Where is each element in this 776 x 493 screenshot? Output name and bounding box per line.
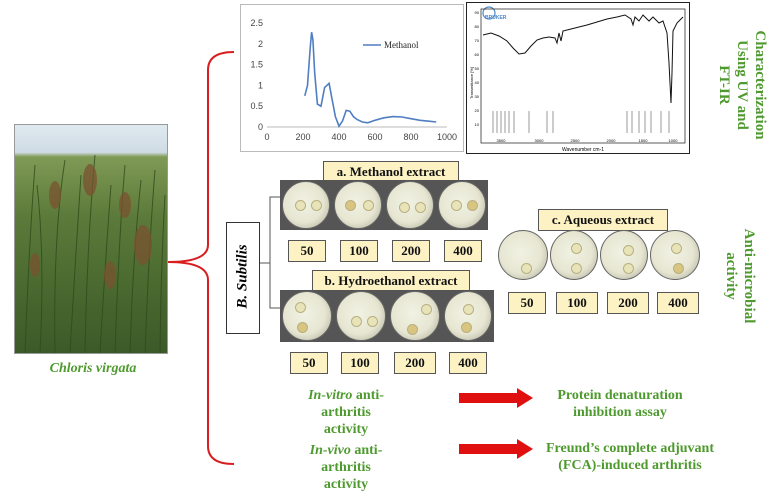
- characterization-line-3: FT-IR: [716, 65, 732, 105]
- ftir-x-tick-4: 1500: [639, 138, 649, 143]
- grass-illustration: [24, 154, 166, 353]
- methanol-plate-200: [386, 181, 434, 229]
- ftir-y-tick-8: 10: [475, 122, 480, 127]
- aqueous-conc-50: 50: [508, 292, 546, 314]
- invitro-result-1: Protein denaturation: [557, 388, 683, 403]
- characterization-line-1: Characterization: [752, 30, 768, 140]
- uv-x-tick-4: 800: [403, 132, 418, 142]
- aqueous-plate-50: [498, 230, 548, 280]
- ftir-xlabel: Wavenumber cm-1: [562, 147, 604, 153]
- invivo-label: In-vivo anti-arthritis activity: [286, 442, 406, 493]
- aqueous-plate-100: [550, 230, 598, 280]
- hydroethanol-conc-200: 200: [394, 352, 436, 374]
- invitro-prefix: In-vitro: [308, 388, 353, 403]
- invitro-arrow-head: [517, 388, 533, 408]
- hydroethanol-plate-200: [390, 291, 440, 341]
- invivo-prefix: In-vivo: [309, 443, 351, 458]
- methanol-plates: [280, 180, 488, 230]
- antimicrobial-label: Anti-microbial activity: [722, 221, 758, 331]
- ftir-y-tick-6: 30: [475, 94, 480, 99]
- methanol-plate-100: [334, 181, 382, 229]
- hydroethanol-extract-title: b. Hydroethanol extract: [312, 270, 470, 292]
- uv-y-tick-4: 2: [258, 39, 263, 49]
- ftir-trace: [482, 14, 684, 104]
- antimicrobial-line-2: activity: [723, 252, 739, 300]
- ftir-spectrum-chart: BRUKER Transmittance [%] Wavenumber cm-1…: [466, 2, 690, 154]
- invivo-result: Freund’s complete adjuvant (FCA)-induced…: [540, 440, 720, 474]
- uv-spectrum-chart: 0 0.5 1 1.5 2 2.5 0 200 400 600 800 1000 Methanol: [240, 4, 464, 152]
- ftir-y-tick-0: 90: [475, 10, 480, 15]
- uv-x-tick-1: 200: [295, 132, 310, 142]
- organism-box: B. Subtilis: [226, 222, 260, 334]
- uv-y-tick-1: 0.5: [250, 101, 263, 111]
- bruker-text: BRUKER: [485, 15, 507, 21]
- antimicrobial-line-1: Anti-microbial: [741, 228, 757, 324]
- invivo-rest: anti-arthritis: [321, 443, 383, 475]
- methanol-conc-100: 100: [340, 240, 378, 262]
- hydroethanol-plate-50: [282, 291, 332, 341]
- methanol-plate-50: [282, 181, 330, 229]
- invivo-result-2: (FCA)-induced arthritis: [558, 458, 702, 473]
- hydroethanol-conc-400: 400: [449, 352, 487, 374]
- ftir-y-tick-4: 50: [475, 66, 480, 71]
- aqueous-conc-400: 400: [657, 292, 699, 314]
- ftir-chart-svg: BRUKER Transmittance [%] Wavenumber cm-1…: [469, 6, 686, 153]
- hydroethanol-plate-100: [336, 291, 386, 341]
- aqueous-plates: [498, 230, 704, 280]
- invivo-line2: activity: [323, 477, 369, 492]
- ftir-y-tick-3: 60: [475, 52, 480, 57]
- organism-label: B. Subtilis: [234, 244, 251, 309]
- hydroethanol-plate-400: [444, 291, 492, 341]
- uv-y-tick-5: 2.5: [250, 18, 263, 28]
- uv-y-tick-2: 1: [258, 80, 263, 90]
- uv-x-tick-2: 400: [331, 132, 346, 142]
- invivo-arrow-shaft: [459, 444, 517, 454]
- ftir-x-tick-1: 3000: [535, 138, 545, 143]
- invitro-label: In-vitro anti-arthritis activity: [286, 387, 406, 438]
- uv-x-tick-5: 1000: [437, 132, 457, 142]
- ftir-x-tick-2: 2500: [571, 138, 581, 143]
- uv-y-tick-3: 1.5: [250, 60, 263, 70]
- methanol-plate-400: [438, 181, 486, 229]
- methanol-conc-200: 200: [392, 240, 430, 262]
- uv-y-tick-0: 0: [258, 122, 263, 132]
- invivo-result-1: Freund’s complete adjuvant: [546, 441, 714, 456]
- ftir-x-tick-0: 3500: [497, 138, 507, 143]
- ftir-y-tick-7: 20: [475, 108, 480, 113]
- ftir-x-tick-3: 2000: [607, 138, 617, 143]
- characterization-label: Characterization Using UV and FT-IR: [715, 5, 769, 165]
- invitro-result-2: inhibition assay: [573, 405, 667, 420]
- invivo-arrow-head: [517, 439, 533, 459]
- bruker-logo: BRUKER: [482, 6, 507, 21]
- invitro-line2: activity: [323, 422, 369, 437]
- ftir-frame: [480, 8, 686, 144]
- hydroethanol-conc-50: 50: [290, 352, 328, 374]
- invitro-rest: anti-arthritis: [321, 388, 384, 420]
- characterization-line-2: Using UV and: [734, 40, 750, 130]
- ftir-y-tick-1: 80: [475, 24, 480, 29]
- invitro-arrow-shaft: [459, 393, 517, 403]
- methanol-conc-400: 400: [444, 240, 482, 262]
- uv-x-tick-0: 0: [264, 132, 269, 142]
- uv-chart-svg: 0 0.5 1 1.5 2 2.5 0 200 400 600 800 1000 Methanol: [250, 18, 457, 142]
- invitro-result: Protein denaturation inhibition assay: [540, 387, 700, 421]
- uv-x-tick-3: 600: [367, 132, 382, 142]
- hydroethanol-plates: [280, 290, 494, 342]
- plant-photo: [14, 124, 168, 354]
- aqueous-plate-200: [600, 230, 648, 280]
- hydroethanol-conc-100: 100: [341, 352, 379, 374]
- aqueous-extract-title: c. Aqueous extract: [538, 209, 668, 231]
- ftir-ylabel: Transmittance [%]: [469, 67, 474, 99]
- uv-legend-label: Methanol: [384, 40, 419, 50]
- aqueous-conc-200: 200: [607, 292, 649, 314]
- aqueous-conc-100: 100: [556, 292, 598, 314]
- aqueous-plate-400: [650, 230, 700, 280]
- ftir-y-tick-2: 70: [475, 38, 480, 43]
- uv-series-line-0: [304, 32, 437, 128]
- ftir-x-tick-5: 1000: [669, 138, 679, 143]
- ftir-y-tick-5: 40: [475, 80, 480, 85]
- methanol-conc-50: 50: [288, 240, 326, 262]
- plant-caption: Chloris virgata: [49, 361, 137, 376]
